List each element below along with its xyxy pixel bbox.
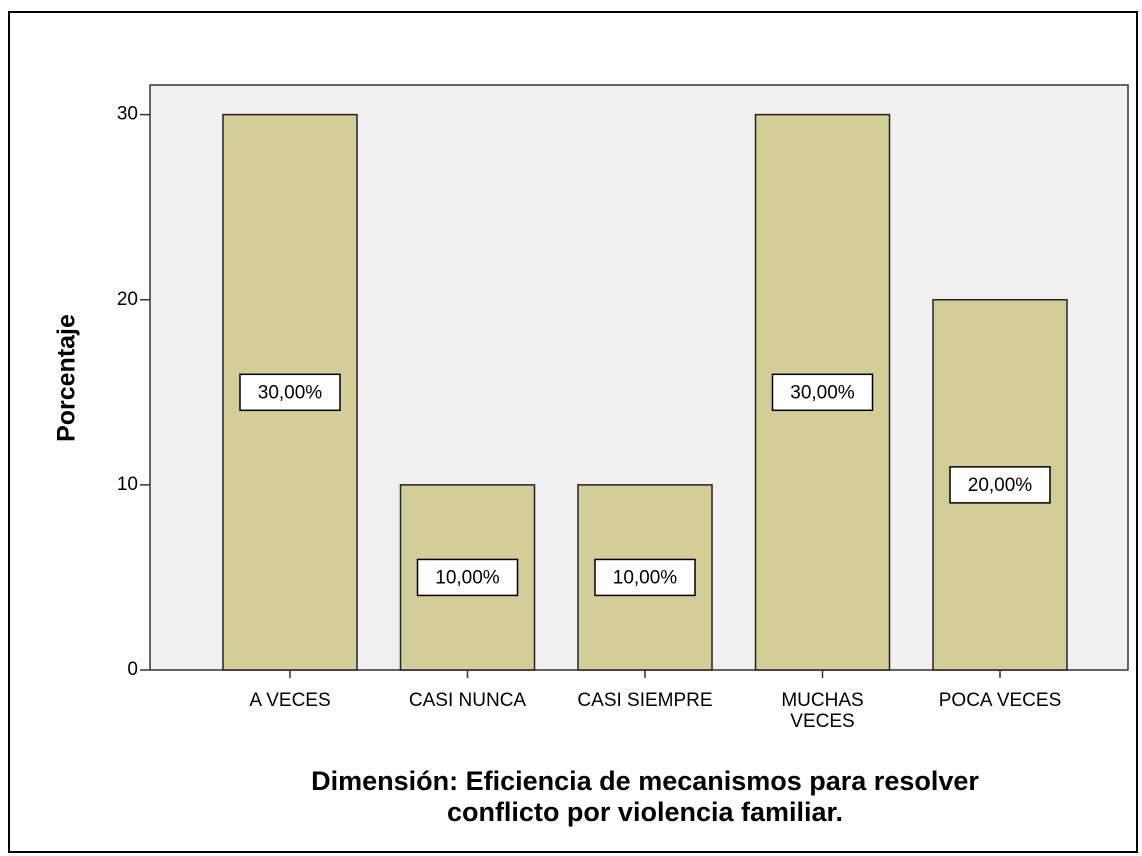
value-label-box — [594, 558, 696, 597]
x-tick-label: MUCHAS VECES — [781, 690, 864, 732]
value-label-box — [416, 558, 519, 597]
x-tick-label: CASI NUNCA — [408, 690, 527, 711]
value-label: 20,00% — [968, 475, 1033, 496]
y-tick-label: 10 — [117, 474, 138, 495]
value-label: 10,00% — [435, 567, 500, 588]
y-tick-label: 30 — [117, 104, 138, 125]
x-tick-label: CASI SIEMPRE — [577, 690, 713, 711]
value-label: 10,00% — [613, 567, 678, 588]
value-label-box — [771, 373, 874, 412]
x-axis-title: Dimensión: Eficiencia de mecanismos para… — [311, 766, 979, 827]
x-tick-label: POCA VECES — [938, 690, 1062, 711]
x-tick-label: A VECES — [249, 690, 331, 711]
y-tick-label: 20 — [117, 289, 138, 310]
value-label: 30,00% — [258, 382, 323, 403]
value-label: 30,00% — [790, 382, 855, 403]
y-axis-label: Porcentaje — [53, 314, 81, 442]
value-label-box — [949, 466, 1051, 504]
y-tick-label: 0 — [127, 659, 138, 680]
value-label-box — [239, 373, 341, 412]
